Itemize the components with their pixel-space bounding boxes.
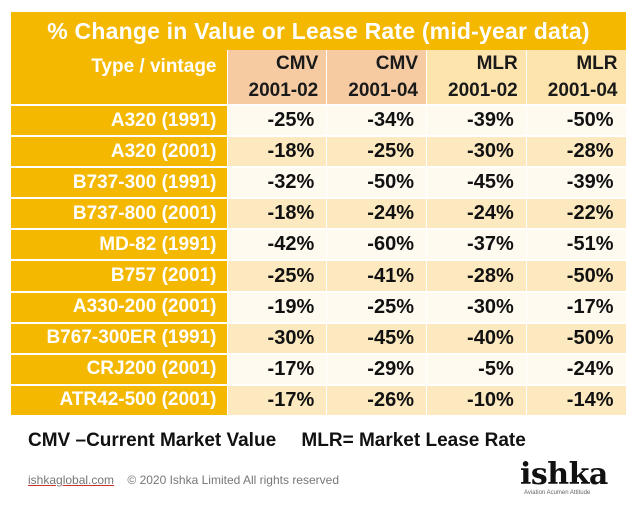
- row-label: A330-200 (2001): [11, 291, 228, 324]
- row-label: B737-300 (1991): [11, 167, 228, 200]
- logo-wordmark: ishka: [520, 457, 608, 492]
- value-cell: -17%: [526, 291, 627, 324]
- value-cell: -25%: [227, 105, 328, 138]
- table-row: A320 (2001) -18% -25% -30% -28%: [11, 136, 627, 169]
- column-header-0: CMV 2001-02: [227, 50, 328, 106]
- header-row: Type / vintage CMV 2001-02 CMV 2001-04 MLR 20…: [11, 50, 627, 106]
- column-metric-label: MLR: [576, 53, 618, 74]
- row-label: B767-300ER (1991): [11, 322, 228, 355]
- value-cell: -50%: [526, 105, 627, 138]
- value-cell: -25%: [326, 291, 427, 324]
- value-cell: -50%: [326, 167, 427, 200]
- column-header-2: MLR 2001-02: [426, 50, 527, 106]
- table-row: A330-200 (2001) -19% -25% -30% -17%: [11, 291, 627, 324]
- value-cell: -22%: [526, 198, 627, 231]
- table-row: B737-300 (1991) -32% -50% -45% -39%: [11, 167, 627, 200]
- value-cell: -51%: [526, 229, 627, 262]
- value-cell: -39%: [526, 167, 627, 200]
- table-row: B767-300ER (1991) -30% -45% -40% -50%: [11, 322, 627, 355]
- ishka-logo: ishka Aviation Acumen Attitude: [520, 460, 620, 500]
- value-cell: -28%: [526, 136, 627, 169]
- value-cell: -5%: [426, 353, 527, 386]
- column-header-1: CMV 2001-04: [326, 50, 427, 106]
- row-label: A320 (1991): [11, 105, 228, 138]
- data-table: Type / vintage CMV 2001-02 CMV 2001-04 MLR 20…: [11, 50, 627, 417]
- column-header-3: MLR 2001-04: [526, 50, 627, 106]
- table-body: A320 (1991) -25% -34% -39% -50% A320 (2001) -1…: [11, 105, 627, 417]
- value-cell: -25%: [326, 136, 427, 169]
- value-cell: -30%: [227, 322, 328, 355]
- value-cell: -50%: [526, 260, 627, 293]
- column-metric-label: MLR: [476, 53, 518, 74]
- column-metric-label: CMV: [375, 53, 418, 74]
- value-cell: -17%: [227, 353, 328, 386]
- table-row: B737-800 (2001) -18% -24% -24% -22%: [11, 198, 627, 231]
- row-header-label: Type / vintage: [11, 50, 228, 106]
- value-cell: -24%: [426, 198, 527, 231]
- table-row: MD-82 (1991) -42% -60% -37% -51%: [11, 229, 627, 262]
- value-cell: -39%: [426, 105, 527, 138]
- value-cell: -45%: [326, 322, 427, 355]
- value-cell: -45%: [426, 167, 527, 200]
- footer-site-link[interactable]: ishkaglobal.com: [28, 473, 115, 487]
- value-cell: -28%: [426, 260, 527, 293]
- footer: ishkaglobal.com © 2020 Ishka Limited All…: [28, 473, 339, 487]
- value-cell: -37%: [426, 229, 527, 262]
- value-cell: -24%: [526, 353, 627, 386]
- legend-cmv: CMV –Current Market Value: [28, 430, 277, 451]
- value-cell: -30%: [426, 136, 527, 169]
- column-period-label: 2001-04: [348, 80, 418, 101]
- value-cell: -41%: [326, 260, 427, 293]
- column-metric-label: CMV: [276, 53, 319, 74]
- value-cell: -24%: [326, 198, 427, 231]
- value-cell: -50%: [526, 322, 627, 355]
- value-cell: -32%: [227, 167, 328, 200]
- column-period-label: 2001-02: [248, 80, 319, 101]
- value-cell: -25%: [227, 260, 328, 293]
- table-row: B757 (2001) -25% -41% -28% -50%: [11, 260, 627, 293]
- row-label: MD-82 (1991): [11, 229, 228, 262]
- table-row: A320 (1991) -25% -34% -39% -50%: [11, 105, 627, 138]
- row-label: A320 (2001): [11, 136, 228, 169]
- row-label: CRJ200 (2001): [11, 353, 228, 386]
- legend-mlr: MLR= Market Lease Rate: [301, 430, 526, 451]
- value-cell: -60%: [326, 229, 427, 262]
- column-period-label: 2001-02: [448, 80, 518, 101]
- table-row: CRJ200 (2001) -17% -29% -5% -24%: [11, 353, 627, 386]
- value-cell: -30%: [426, 291, 527, 324]
- row-label: ATR42-500 (2001): [11, 384, 228, 417]
- value-cell: -42%: [227, 229, 328, 262]
- value-cell: -10%: [426, 384, 527, 417]
- value-cell: -26%: [326, 384, 427, 417]
- value-cell: -14%: [526, 384, 627, 417]
- column-period-label: 2001-04: [547, 80, 618, 101]
- row-label: B757 (2001): [11, 260, 228, 293]
- chart-title: % Change in Value or Lease Rate (mid-yea…: [11, 12, 626, 50]
- value-cell: -18%: [227, 136, 328, 169]
- value-cell: -18%: [227, 198, 328, 231]
- value-cell: -17%: [227, 384, 328, 417]
- legend: CMV –Current Market Value MLR= Market Le…: [28, 430, 546, 452]
- row-label: B737-800 (2001): [11, 198, 228, 231]
- footer-copyright: © 2020 Ishka Limited All rights reserved: [127, 473, 340, 487]
- table-row: ATR42-500 (2001) -17% -26% -10% -14%: [11, 384, 627, 417]
- value-cell: -29%: [326, 353, 427, 386]
- value-cell: -34%: [326, 105, 427, 138]
- value-cell: -40%: [426, 322, 527, 355]
- value-cell: -19%: [227, 291, 328, 324]
- logo-tagline: Aviation Acumen Attitude: [524, 490, 591, 496]
